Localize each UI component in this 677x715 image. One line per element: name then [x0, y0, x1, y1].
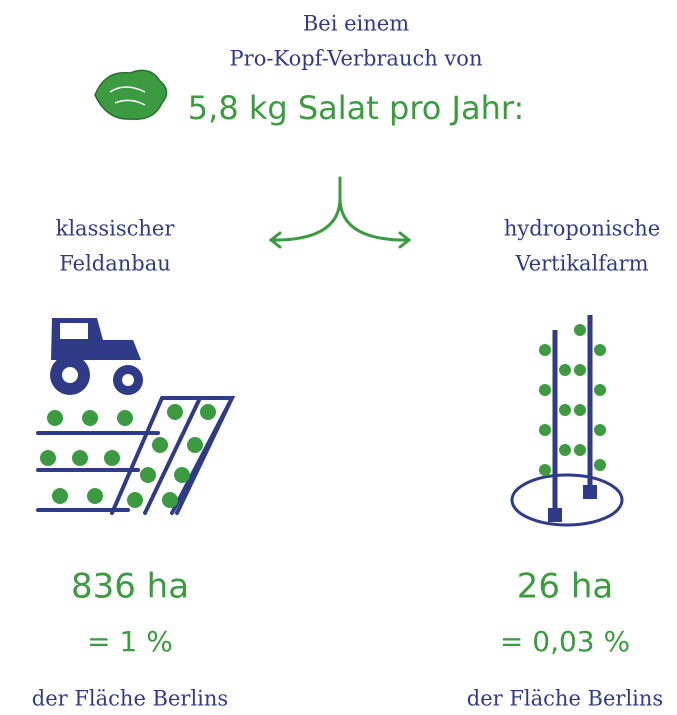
right-footer: der Fläche Berlins [467, 687, 663, 711]
header-highlight: 5,8 kg Salat pro Jahr: [188, 89, 524, 127]
right-label: Vertikalfarm [514, 252, 648, 276]
right-share: = 0,03 % [500, 625, 630, 658]
header-line: Bei einem [303, 12, 409, 36]
field-icon [36, 318, 236, 515]
header-line: Pro-Kopf-Verbrauch von [230, 47, 483, 71]
vertical-farm-icon [510, 315, 624, 527]
left-area: 836 ha [71, 567, 189, 607]
left-label: klassischer [56, 217, 176, 241]
left-label: Feldanbau [59, 252, 171, 276]
right-label: hydroponische [504, 217, 660, 241]
left-footer: der Fläche Berlins [32, 687, 228, 711]
right-area: 26 ha [517, 567, 613, 607]
lettuce-icon [94, 69, 168, 120]
fork-arrow [268, 176, 412, 249]
left-share: = 1 % [87, 625, 173, 658]
